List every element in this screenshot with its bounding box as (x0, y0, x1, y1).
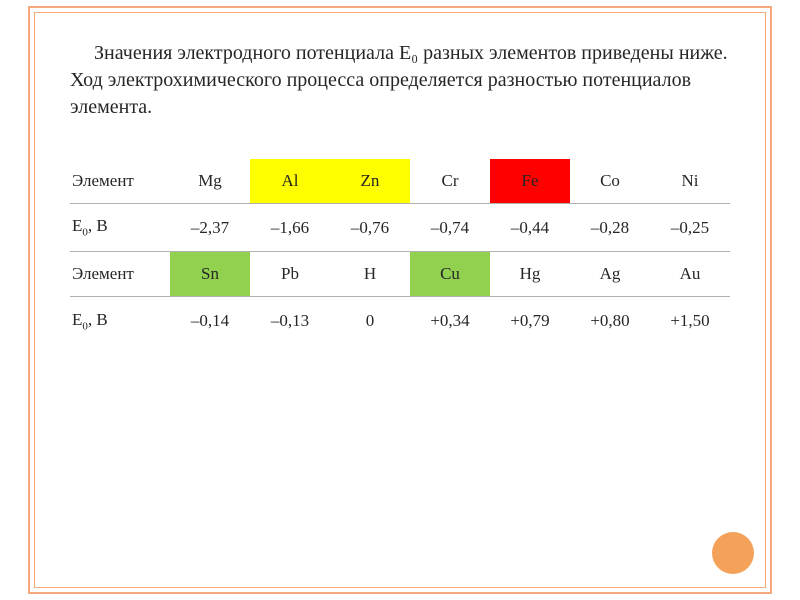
element-cell: Hg (490, 252, 570, 297)
element-cell: Mg (170, 159, 250, 204)
value-cell: –0,14 (170, 297, 250, 345)
element-cell: H (330, 252, 410, 297)
value-cell: –0,13 (250, 297, 330, 345)
element-cell: Fe (490, 159, 570, 204)
value-cell: +0,34 (410, 297, 490, 345)
element-cell: Zn (330, 159, 410, 204)
element-cell: Cr (410, 159, 490, 204)
row-label-element: Элемент (70, 252, 170, 297)
element-cell: Al (250, 159, 330, 204)
element-cell: Ni (650, 159, 730, 204)
value-cell: –0,74 (410, 204, 490, 252)
element-cell: Sn (170, 252, 250, 297)
value-cell: –0,28 (570, 204, 650, 252)
value-cell: –1,66 (250, 204, 330, 252)
value-cell: +0,80 (570, 297, 650, 345)
element-cell: Au (650, 252, 730, 297)
decorative-circle-icon (712, 532, 754, 574)
value-cell: –2,37 (170, 204, 250, 252)
potentials-table: Элемент Mg Al Zn Cr Fe Co Ni E0, В –2,37… (70, 159, 730, 345)
value-cell: –0,76 (330, 204, 410, 252)
row-label-potential: E0, В (70, 204, 170, 252)
value-cell: 0 (330, 297, 410, 345)
row-label-element: Элемент (70, 159, 170, 204)
value-cell: –0,44 (490, 204, 570, 252)
intro-paragraph: Значения электродного потенциала E₀ разн… (70, 40, 730, 121)
row-label-potential: E0, В (70, 297, 170, 345)
element-cell: Cu (410, 252, 490, 297)
slide-content: Значения электродного потенциала E₀ разн… (70, 40, 730, 560)
value-cell: –0,25 (650, 204, 730, 252)
value-cell: +0,79 (490, 297, 570, 345)
value-cell: +1,50 (650, 297, 730, 345)
element-cell: Ag (570, 252, 650, 297)
element-cell: Co (570, 159, 650, 204)
element-cell: Pb (250, 252, 330, 297)
